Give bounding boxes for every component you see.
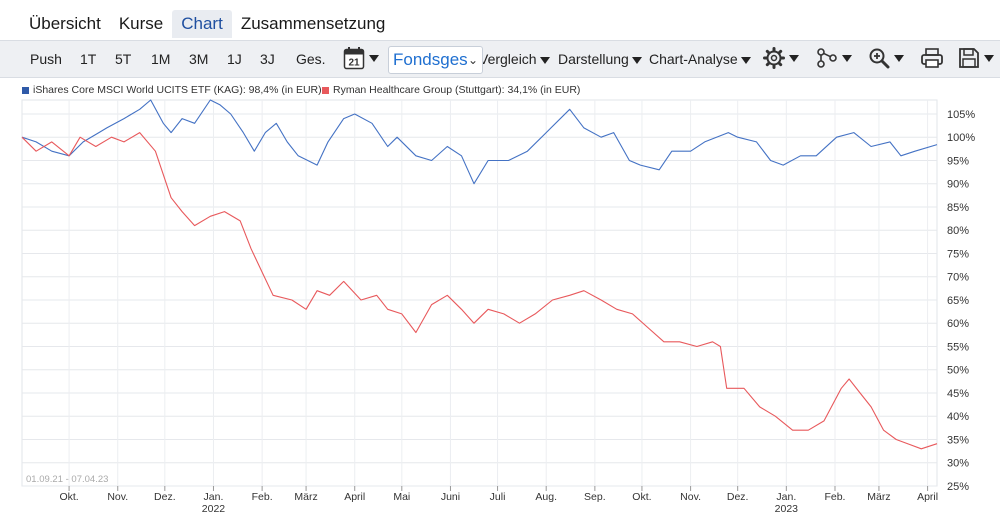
caret-down-icon [369,54,379,62]
fund-select[interactable]: Fondsges ⌄ [388,46,483,74]
x-tick-label: Jan. [204,491,224,503]
year-label: 2023 [775,503,799,515]
range-1t-button[interactable]: 1T [80,51,97,67]
y-tick-label: 105% [947,109,975,121]
y-tick-label: 30% [947,458,969,470]
zoom-button[interactable] [868,43,904,73]
x-tick-label: Okt. [632,491,651,503]
y-tick-label: 45% [947,388,969,400]
range-1j-button[interactable]: 1J [227,51,242,67]
chart-analyse-menu[interactable]: Chart-Analyse [649,41,751,77]
y-tick-label: 55% [947,341,969,353]
caret-down-icon [842,54,852,62]
x-tick-label: März [867,491,890,503]
x-tick-label: Okt. [59,491,78,503]
tab-chart[interactable]: Chart [172,10,232,38]
x-tick-label: Aug. [535,491,557,503]
range-1m-button[interactable]: 1M [151,51,171,67]
range-ges-button[interactable]: Ges. [296,51,326,67]
y-tick-label: 40% [947,411,969,423]
caret-down-icon [984,54,994,62]
save-button[interactable] [958,43,994,73]
y-tick-label: 70% [947,272,969,284]
calendar-day: 21 [348,58,360,69]
date-range-label: 01.09.21 - 07.04.23 [26,474,108,485]
range-5t-button[interactable]: 5T [115,51,132,67]
nodes-icon [817,48,837,68]
y-tick-label: 50% [947,365,969,377]
x-tick-label: April [917,491,938,503]
range-push-button[interactable]: Push [30,51,62,67]
x-tick-label: Feb. [252,491,273,503]
legend-swatch-red [322,86,329,94]
darstellung-menu[interactable]: Darstellung [558,41,642,77]
series-line-ishares [21,99,938,185]
vergleich-label: Vergleich [479,51,537,67]
legend-label-ryman: Ryman Healthcare Group (Stuttgart): 34,1… [333,84,581,96]
calendar-button[interactable]: 21 [343,43,379,73]
print-icon [921,48,943,68]
x-tick-label: Dez. [154,491,176,503]
save-icon [959,48,979,68]
series-line-ryman [21,132,938,450]
x-tick-label: April [344,491,365,503]
chart-analyse-label: Chart-Analyse [649,51,738,67]
y-tick-label: 80% [947,225,969,237]
y-tick-label: 90% [947,179,969,191]
chevron-down-icon: ⌄ [467,53,478,67]
y-tick-label: 95% [947,155,969,167]
line-chart: 105% 100% 95% 90% 85% 80% 75% 70% 65% 60% 55% 50% 45… [21,99,975,515]
x-tick-label: Dez. [727,491,749,503]
y-tick-label: 60% [947,318,969,330]
y-tick-label: 75% [947,248,969,260]
x-tick-label: Jan. [776,491,796,503]
x-tick-label: Nov. [680,491,701,503]
caret-down-icon [740,56,751,64]
legend-item-ryman: Ryman Healthcare Group (Stuttgart): 34,1… [322,83,580,97]
zoom-in-icon [869,48,890,69]
caret-down-icon [789,54,799,62]
caret-down-icon [894,54,904,62]
range-3m-button[interactable]: 3M [189,51,209,67]
range-3j-button[interactable]: 3J [260,51,275,67]
tab-zusammensetzung[interactable]: Zusammensetzung [240,14,386,33]
calendar-icon: 21 [343,47,365,70]
legend-swatch-blue [22,86,29,94]
chart-toolbar: Push 1T 5T 1M 3M 1J 3J Ges. Vergleich Da… [0,40,1000,78]
main-tabs: Übersicht Kurse Chart Zusammensetzung [0,8,394,40]
y-tick-label: 35% [947,434,969,446]
year-label: 2022 [202,503,226,515]
caret-down-icon [631,56,642,64]
x-tick-label: Feb. [824,491,845,503]
y-tick-label: 25% [947,481,969,493]
vergleich-menu[interactable]: Vergleich [479,41,550,77]
x-tick-label: März [294,491,317,503]
legend-label-ishares: iShares Core MSCI World UCITS ETF (KAG):… [33,84,322,96]
x-tick-label: Mai [393,491,410,503]
tab-uebersicht[interactable]: Übersicht [29,14,101,33]
x-tick-label: Nov. [107,491,128,503]
y-tick-label: 85% [947,202,969,214]
fund-select-value: Fondsges [393,50,468,69]
caret-down-icon [539,56,550,64]
x-tick-label: Juli [490,491,506,503]
x-tick-label: Sep. [584,491,606,503]
settings-button[interactable] [763,43,799,73]
print-button[interactable] [920,43,944,73]
legend-item-ishares: iShares Core MSCI World UCITS ETF (KAG):… [22,83,322,97]
tab-kurse[interactable]: Kurse [118,14,164,33]
darstellung-label: Darstellung [558,51,629,67]
plot-area [21,99,938,487]
y-tick-label: 100% [947,132,975,144]
x-tick-label: Juni [441,491,460,503]
y-tick-label: 65% [947,295,969,307]
indicators-button[interactable] [816,43,852,73]
gear-icon [763,47,785,69]
